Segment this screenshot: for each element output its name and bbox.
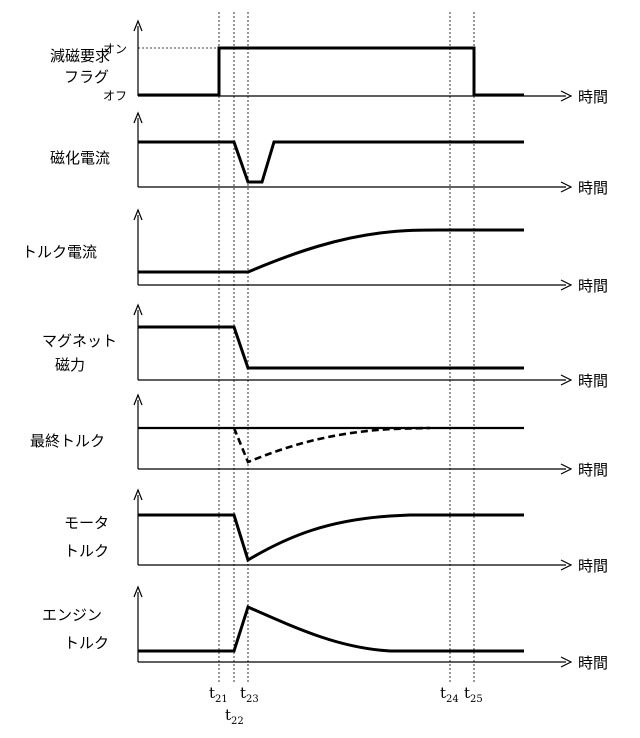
axis-label-time: 時間 <box>578 88 608 106</box>
time-marker-labels: t21 t22 t23 t24 t25 <box>209 684 483 727</box>
row-label: トルク電流 <box>22 243 97 261</box>
axis-label-time: 時間 <box>578 461 608 479</box>
flag-signal <box>138 46 524 97</box>
row-label: エンジン <box>42 606 102 624</box>
row-magnet-force: マグネット 磁力 時間 <box>42 303 608 390</box>
y-axis-arrowhead <box>133 488 143 501</box>
marker-label-t23: t23 <box>240 684 259 705</box>
row-label: 最終トルク <box>30 432 105 450</box>
row-demag-flag: 減磁要求 フラグ オン オフ 時間 <box>50 19 608 106</box>
marker-label-t21: t21 <box>209 684 228 705</box>
row-label: トルク <box>64 542 109 560</box>
axis-label-time: 時間 <box>578 277 608 295</box>
row-label: 磁化電流 <box>50 149 110 167</box>
y-axis-arrowhead <box>133 585 143 598</box>
x-axis-arrowhead <box>560 374 573 386</box>
row-torque-current: トルク電流 時間 <box>22 208 608 295</box>
y-axis-arrowhead <box>133 393 143 406</box>
x-axis-arrowhead <box>560 656 573 668</box>
row-label: フラグ <box>64 68 109 86</box>
engine-torque-signal <box>138 604 524 653</box>
row-magnetizing-current: 磁化電流 時間 <box>50 111 608 197</box>
level-label-low: オフ <box>103 89 127 103</box>
motor-torque-signal <box>138 513 524 563</box>
final-torque-dip-dashed <box>232 426 431 464</box>
x-axis-arrowhead <box>560 90 573 102</box>
level-label-high: オン <box>103 42 127 56</box>
row-engine-torque: エンジン トルク 時間 <box>42 585 608 672</box>
y-axis-arrowhead <box>133 111 143 124</box>
axis-label-time: 時間 <box>578 654 608 672</box>
y-axis-arrowhead <box>133 208 143 221</box>
x-axis-arrowhead <box>560 181 573 193</box>
marker-label-t25: t25 <box>464 684 483 705</box>
row-label: マグネット <box>42 332 117 350</box>
row-label: トルク <box>64 634 109 652</box>
row-label: 減磁要求 <box>50 47 110 65</box>
axis-label-time: 時間 <box>578 372 608 390</box>
x-axis-arrowhead <box>560 463 573 475</box>
row-motor-torque: モータ トルク 時間 <box>64 488 608 575</box>
x-axis-arrowhead <box>560 559 573 571</box>
magnetizing-current-signal <box>138 140 524 184</box>
x-axis-arrowhead <box>560 279 573 291</box>
y-axis-arrowhead <box>133 19 143 32</box>
marker-label-t24: t24 <box>440 684 459 705</box>
row-final-torque: 最終トルク 時間 <box>30 393 608 479</box>
magnet-force-signal <box>138 325 524 370</box>
row-label: 磁力 <box>55 356 85 374</box>
axis-label-time: 時間 <box>578 557 608 575</box>
axis-label-time: 時間 <box>578 179 608 197</box>
torque-current-signal <box>138 228 524 274</box>
time-marker-lines <box>218 12 475 684</box>
y-axis-arrowhead <box>133 303 143 316</box>
marker-label-t22: t22 <box>225 706 244 727</box>
row-label: モータ <box>64 514 109 532</box>
